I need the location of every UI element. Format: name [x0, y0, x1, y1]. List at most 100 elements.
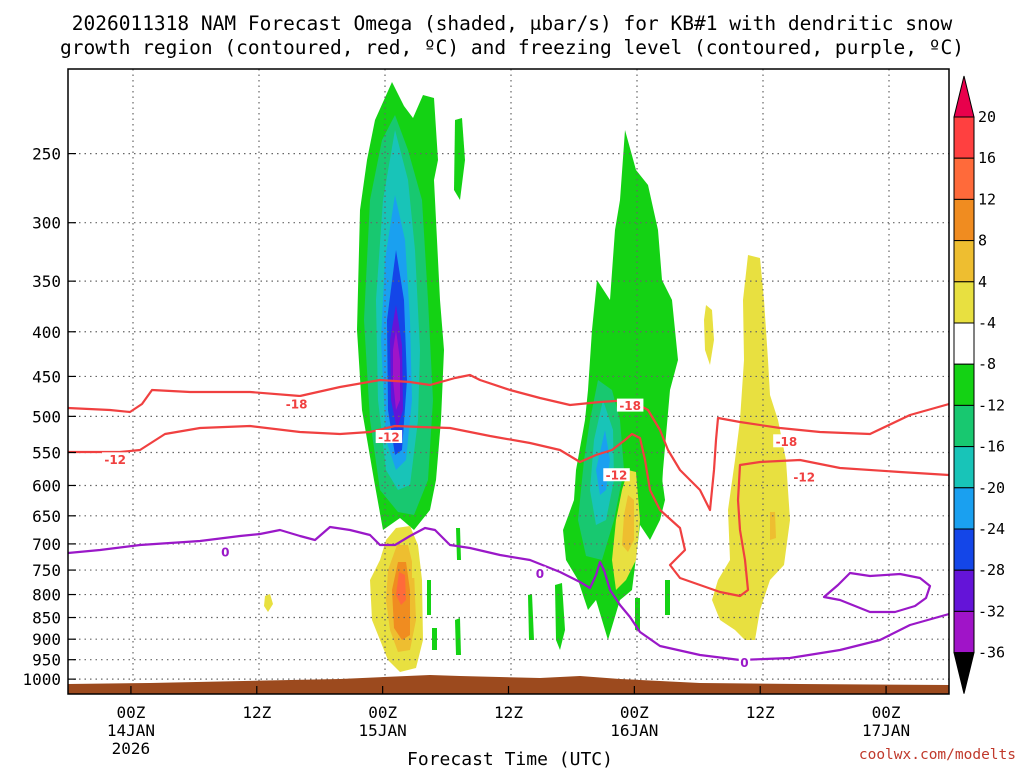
contour-labels: 0 0 0 -18 -18 -18 -12 -12 -12 -12: [101, 397, 818, 670]
y-tick-label: 900: [32, 630, 61, 649]
omega-shade-green-lower-a: [555, 583, 565, 650]
colorbar-level-label: 20: [978, 108, 996, 126]
y-tick-label: 300: [32, 214, 61, 233]
omega-shade-yellow-right: [712, 255, 790, 640]
colorbar-level-label: 8: [978, 232, 987, 250]
omega-shade-redorange-low: [396, 572, 406, 605]
colorbar-top-arrow: [953, 75, 975, 118]
contour-label-bg: [283, 397, 310, 411]
x-tick-label: 12Z: [746, 703, 775, 722]
y-tick-label: 850: [32, 609, 61, 628]
contour-label: 0: [221, 545, 229, 559]
omega-shade-green-lower-d: [455, 618, 461, 655]
contour-minus12: [68, 424, 949, 598]
contour-label: -12: [378, 431, 400, 445]
omega-shade-green-second-right: [650, 478, 665, 520]
colorbar-swatch: [953, 446, 975, 489]
colorbar-level-label: -12: [978, 396, 1005, 414]
contour-label: -18: [619, 399, 641, 413]
y-tick-label: 350: [32, 272, 61, 291]
x-tick-label: 12Z: [494, 703, 523, 722]
colorbar-level-label: -28: [978, 561, 1005, 579]
plot-background: [68, 69, 949, 694]
x-tick-label: 00Z: [368, 703, 397, 722]
omega-shade-green-lower-f: [665, 580, 670, 615]
colorbar-level-label: 4: [978, 273, 987, 291]
omega-shade-violet-main: [393, 330, 400, 410]
x-tick-date-label: 17JAN: [862, 721, 910, 740]
contour-label: -18: [776, 435, 798, 449]
omega-shade-yellow-small: [412, 560, 417, 578]
colorbar-swatch: [953, 240, 975, 283]
x-tick-label: 12Z: [242, 703, 271, 722]
y-tick-label: 750: [32, 561, 61, 580]
y-tick-label: 650: [32, 507, 61, 526]
contour-label: -12: [793, 471, 815, 485]
x-tick-date-label: 15JAN: [359, 721, 407, 740]
colorbar-swatch: [953, 569, 975, 612]
y-tick-label: 700: [32, 535, 61, 554]
contour-label: -12: [104, 453, 126, 467]
contour-minus18: [68, 373, 949, 512]
colorbar-level-label: -16: [978, 438, 1005, 456]
x-tick-label: 00Z: [872, 703, 901, 722]
colorbar-bottom-arrow: [953, 652, 975, 694]
y-tick-label: 450: [32, 367, 61, 386]
x-tick-date-label: 16JAN: [610, 721, 658, 740]
chart-title-line1: 2026011318 NAM Forecast Omega (shaded, μ…: [72, 12, 953, 35]
y-tick-label: 550: [32, 443, 61, 462]
contour-freezing-main: [68, 525, 949, 662]
colorbar-swatch: [953, 363, 975, 406]
plot-area: 0 0 0 -18 -18 -18 -12 -12 -12 -12: [68, 69, 949, 694]
dgz-contours: [68, 373, 949, 598]
y-tick-label: 800: [32, 586, 61, 605]
colorbar-swatch: [953, 610, 975, 654]
x-tick-date-label: 14JAN: [107, 721, 155, 740]
colorbar-level-label: 12: [978, 190, 996, 208]
contour-label-bg: [773, 434, 800, 448]
colorbar-swatch: [953, 157, 975, 200]
contour-label: -12: [606, 469, 628, 483]
x-axis-title: Forecast Time (UTC): [407, 749, 613, 768]
x-tick-year-label: 2026: [112, 739, 151, 758]
omega-shade-green-lower-h: [432, 628, 437, 650]
colorbar-swatch: [953, 281, 975, 324]
colorbar-swatch: [953, 322, 975, 365]
colorbar-level-label: 16: [978, 149, 996, 167]
omega-shade-green-streak: [454, 118, 465, 200]
contour-label-bg: [738, 655, 751, 669]
contour-label-bg: [616, 398, 644, 412]
colorbar-swatch: [953, 528, 975, 571]
omega-shade-yellow-sliver: [704, 305, 714, 365]
credit-text: coolwx.com/modelts: [859, 747, 1016, 763]
y-tick-label: 500: [32, 407, 61, 426]
colorbar-level-label: -32: [978, 602, 1005, 620]
omega-shade-gold-mid: [622, 495, 634, 552]
colorbar-swatch: [953, 404, 975, 448]
contour-label-bg: [534, 566, 546, 580]
terrain-ground: [68, 675, 949, 694]
colorbar-level-label: -24: [978, 520, 1005, 538]
y-tick-label: 250: [32, 145, 61, 164]
contour-label-bg: [101, 452, 129, 466]
chart-title-line2: growth region (contoured, red, ºC) and f…: [60, 36, 964, 59]
contour-label-bg: [219, 544, 232, 558]
y-tick-label: 400: [32, 323, 61, 342]
y-axis: 250 300 350 400 450 500 550 600 650 700 750 800 850 9…: [22, 145, 76, 689]
contour-freezing-loop: [822, 571, 932, 614]
contour-label: 0: [740, 656, 748, 670]
contour-label: 0: [536, 567, 544, 581]
y-tick-label: 950: [32, 651, 61, 670]
colorbar-swatch: [953, 487, 975, 530]
colorbar-level-label: -8: [978, 355, 996, 373]
omega-colorbar: 20 16 12 8 4 -4 -8 -12 -16 -20 -24 -28 -32 -36: [953, 75, 1005, 694]
x-tick-label: 00Z: [116, 703, 145, 722]
y-tick-label: 600: [32, 476, 61, 495]
contour-label-bg: [603, 468, 630, 482]
contour-label-bg: [375, 430, 403, 444]
colorbar-level-label: -4: [978, 314, 996, 332]
contour-label-bg: [791, 470, 818, 484]
contour-label: -18: [286, 398, 308, 412]
